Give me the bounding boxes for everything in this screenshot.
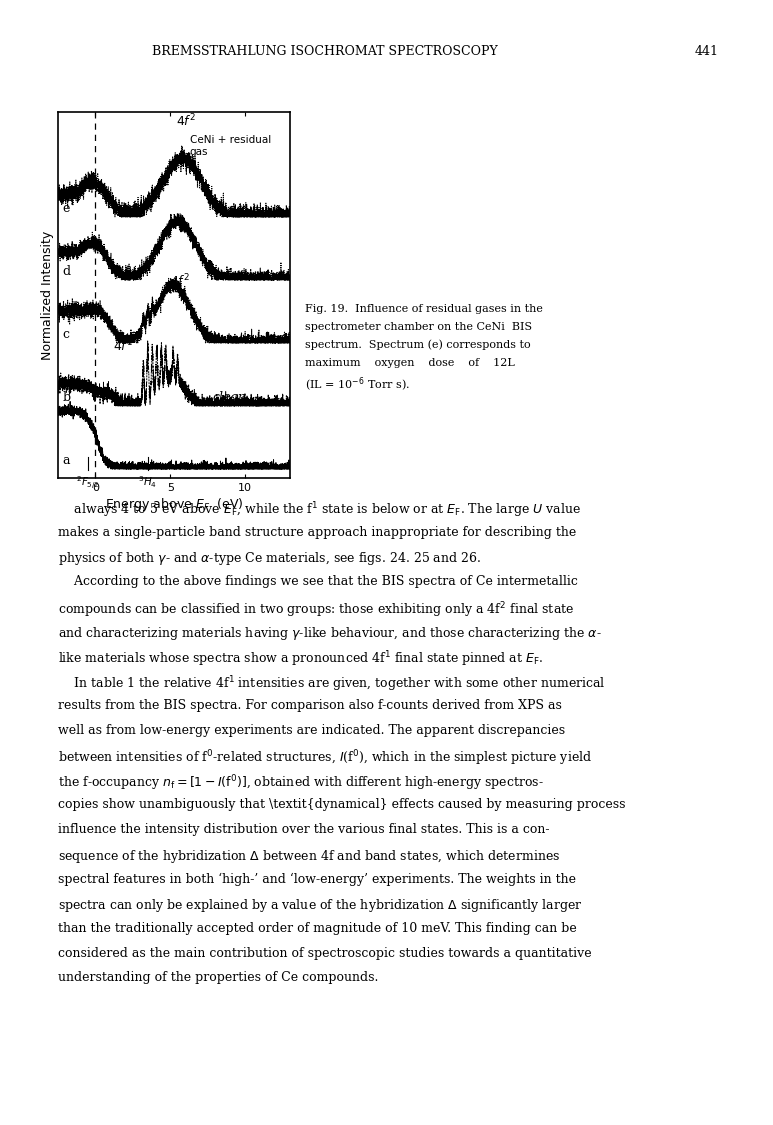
Text: d: d [63,264,70,278]
Text: always 4 to 5 eV above $E_{\rm F}$, while the f$^1$ state is below or at $E_{\rm: always 4 to 5 eV above $E_{\rm F}$, whil… [58,501,581,520]
Text: b: b [63,390,70,404]
Text: than the traditionally accepted order of magnitude of 10 meV. This finding can b: than the traditionally accepted order of… [58,921,577,935]
Text: spectrum.  Spectrum (e) corresponds to: spectrum. Spectrum (e) corresponds to [305,340,531,350]
Text: spectral features in both ‘high-’ and ‘low-energy’ experiments. The weights in t: spectral features in both ‘high-’ and ‘l… [58,872,576,885]
Text: $4f^2$: $4f^2$ [176,112,196,128]
Text: BREMSSTRAHLUNG ISOCHROMAT SPECTROSCOPY: BREMSSTRAHLUNG ISOCHROMAT SPECTROSCOPY [152,45,498,58]
Text: CeNi + residual
gas: CeNi + residual gas [189,135,271,158]
Text: a: a [63,453,70,467]
Text: and characterizing materials having $\gamma$-like behaviour, and those character: and characterizing materials having $\ga… [58,624,601,641]
Text: makes a single-particle band structure approach inappropriate for describing the: makes a single-particle band structure a… [58,525,576,539]
Text: clean: clean [212,390,246,404]
Text: $4f^1$: $4f^1$ [114,338,134,354]
Text: compounds can be classified in two groups: those exhibiting only a 4f$^2$ final : compounds can be classified in two group… [58,600,574,619]
Text: e: e [63,201,70,215]
Text: spectra can only be explained by a value of the hybridization $\Delta$ significa: spectra can only be explained by a value… [58,897,582,914]
Text: (IL = 10$^{-6}$ Torr s).: (IL = 10$^{-6}$ Torr s). [305,376,410,394]
Text: between intensities of f$^0$-related structures, $I$(f$^0$), which in the simple: between intensities of f$^0$-related str… [58,748,592,767]
Text: results from the BIS spectra. For comparison also f-counts derived from XPS as: results from the BIS spectra. For compar… [58,699,562,712]
Text: c: c [63,327,70,341]
Text: $4f^2$: $4f^2$ [170,272,190,289]
Text: the f-occupancy $n_{\rm f} = [1 - I({\rm f}^0)]$, obtained with different high-e: the f-occupancy $n_{\rm f} = [1 - I({\rm… [58,773,543,792]
Text: spectrometer chamber on the CeNi  BIS: spectrometer chamber on the CeNi BIS [305,322,533,332]
Text: like materials whose spectra show a pronounced 4f$^1$ final state pinned at $E_{: like materials whose spectra show a pron… [58,649,543,668]
Text: considered as the main contribution of spectroscopic studies towards a quantitat: considered as the main contribution of s… [58,946,591,960]
Text: $^2F_{5/2}$: $^2F_{5/2}$ [76,474,100,490]
X-axis label: Energy above $E_F$  (eV): Energy above $E_F$ (eV) [104,496,243,513]
Text: well as from low-energy experiments are indicated. The apparent discrepancies: well as from low-energy experiments are … [58,723,565,737]
Text: sequence of the hybridization $\Delta$ between 4f and band states, which determi: sequence of the hybridization $\Delta$ b… [58,847,560,864]
Text: According to the above findings we see that the BIS spectra of Ce intermetallic: According to the above findings we see t… [58,575,577,588]
Text: In table 1 the relative 4f$^1$ intensities are given, together with some other n: In table 1 the relative 4f$^1$ intensiti… [58,674,605,693]
Text: influence the intensity distribution over the various final states. This is a co: influence the intensity distribution ove… [58,822,550,836]
Text: physics of both $\gamma$- and $\alpha$-type Ce materials, see figs. 24. 25 and 2: physics of both $\gamma$- and $\alpha$-t… [58,550,481,567]
Text: maximum    oxygen    dose    of    12L: maximum oxygen dose of 12L [305,358,515,368]
Text: 441: 441 [695,45,719,58]
Text: $^3H_4$: $^3H_4$ [138,474,157,489]
Y-axis label: Normalized Intensity: Normalized Intensity [41,231,54,360]
Text: Fig. 19.  Influence of residual gases in the: Fig. 19. Influence of residual gases in … [305,304,543,314]
Text: copies show unambiguously that \textit{dynamical} effects caused by measuring pr: copies show unambiguously that \textit{d… [58,798,625,811]
Text: understanding of the properties of Ce compounds.: understanding of the properties of Ce co… [58,971,378,984]
